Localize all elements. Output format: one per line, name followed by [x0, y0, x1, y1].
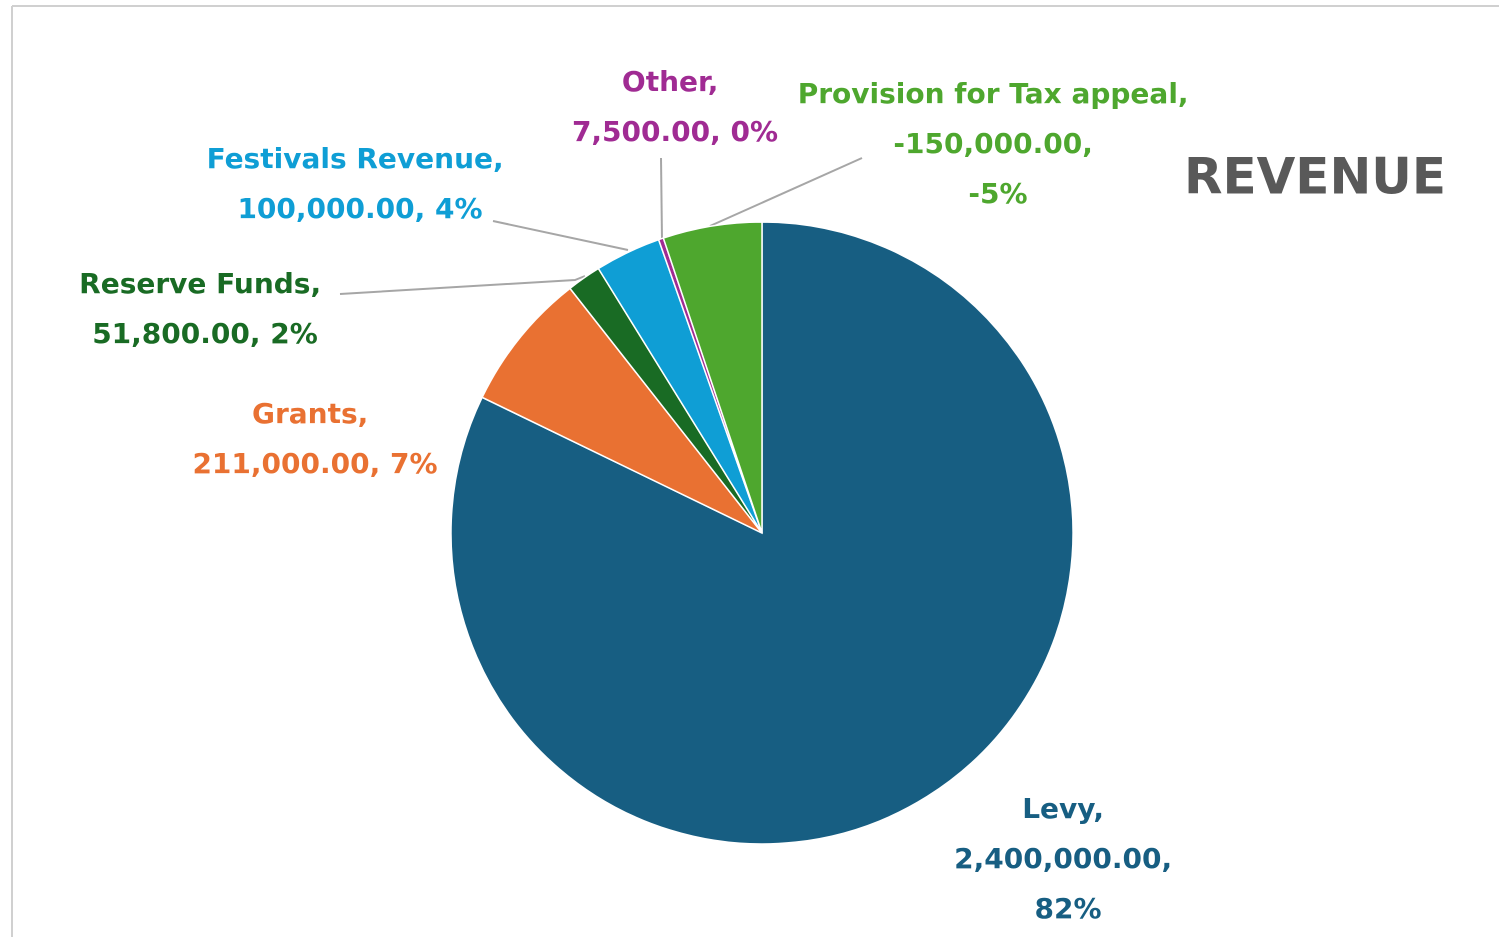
pie-slice — [662, 221, 763, 534]
label-category: Provision for Tax appeal — [798, 77, 1178, 110]
label-value: 2,400,000.00 — [954, 842, 1161, 875]
label-percent: 82% — [1034, 892, 1101, 925]
pie-slice — [481, 287, 763, 534]
label-separator: , — [1161, 842, 1181, 875]
label-separator: , — [1178, 77, 1198, 110]
label-separator: , — [708, 65, 728, 98]
label-category: Grants — [252, 397, 358, 430]
label-separator: , — [310, 267, 330, 300]
label-separator: , — [710, 115, 730, 148]
data-label: Other, 7,500.00, 0% — [572, 65, 778, 148]
data-label: Grants, 211,000.00, 7% — [192, 397, 437, 480]
label-category: Levy — [1022, 792, 1095, 825]
data-label: Festivals Revenue, 100,000.00, 4% — [207, 142, 514, 225]
label-value: 100,000.00 — [237, 192, 414, 225]
label-value: 51,800.00 — [92, 317, 250, 350]
label-percent: 0% — [731, 115, 779, 148]
leader-line — [709, 157, 863, 227]
label-separator: , — [1082, 127, 1102, 160]
label-value: 211,000.00 — [192, 447, 369, 480]
data-label: Provision for Tax appeal, -150,000.00, -… — [798, 77, 1199, 210]
label-separator: , — [370, 447, 390, 480]
leader-line — [339, 275, 586, 295]
chart-title: REVENUE — [1184, 148, 1446, 206]
label-separator: , — [250, 317, 270, 350]
label-percent: 7% — [390, 447, 438, 480]
label-value: 7,500.00 — [572, 115, 710, 148]
label-value: -150,000.00 — [893, 127, 1082, 160]
label-category: Festivals Revenue — [207, 142, 493, 175]
label-category: Other — [622, 65, 712, 98]
label-separator: , — [358, 397, 378, 430]
data-label: Reserve Funds, 51,800.00, 2% — [79, 267, 331, 350]
data-label: Levy, 2,400,000.00, 82% — [954, 792, 1182, 925]
leader-line — [492, 220, 629, 251]
label-percent: -5% — [968, 177, 1027, 210]
leader-line — [660, 157, 663, 241]
label-separator: , — [1093, 792, 1113, 825]
label-separator: , — [415, 192, 435, 225]
label-category: Reserve Funds — [79, 267, 310, 300]
label-percent: 2% — [270, 317, 318, 350]
label-separator: , — [493, 142, 513, 175]
label-percent: 4% — [435, 192, 483, 225]
